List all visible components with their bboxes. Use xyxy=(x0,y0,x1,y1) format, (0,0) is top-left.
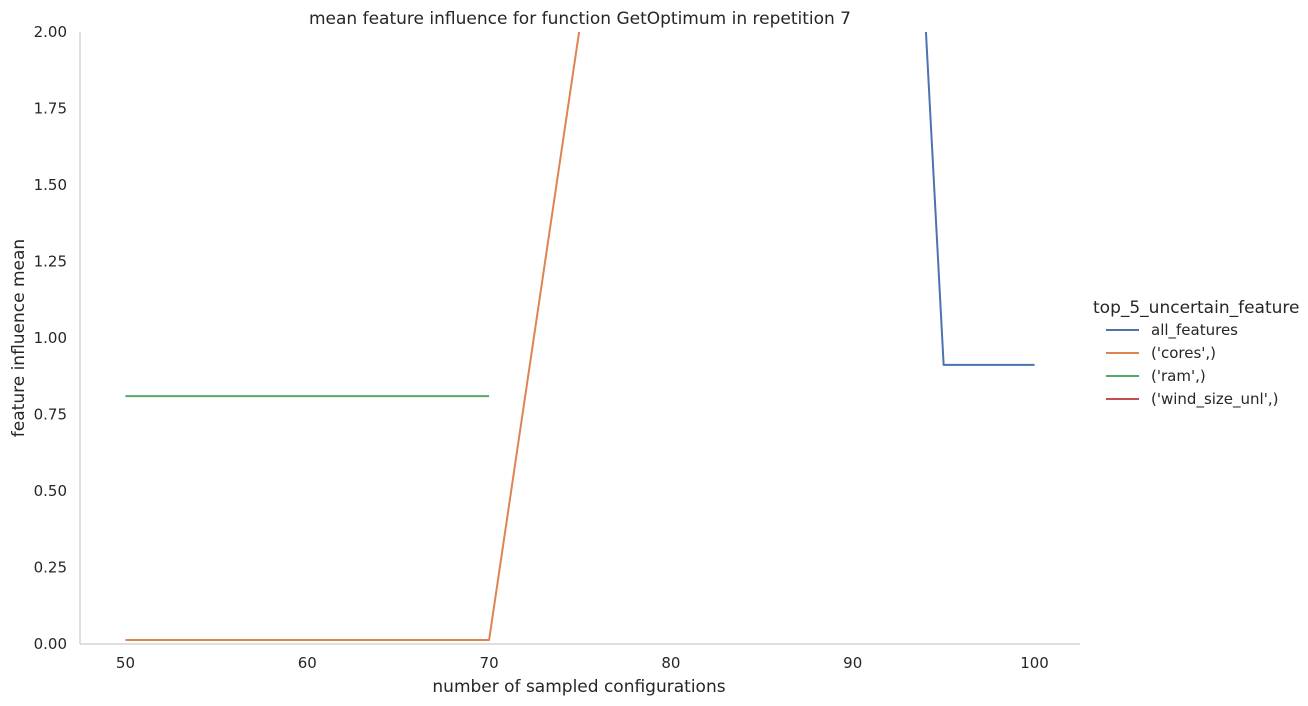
y-tick-label: 0.75 xyxy=(34,406,67,424)
y-tick-label: 0.50 xyxy=(34,482,67,500)
legend-label: ('ram',) xyxy=(1151,367,1206,385)
series-layer xyxy=(125,32,1035,642)
x-tick-label: 70 xyxy=(480,654,499,672)
legend: top_5_uncertain_feature all_features ('co… xyxy=(1093,298,1299,409)
x-tick-label: 90 xyxy=(843,654,862,672)
x-tick-label: 50 xyxy=(116,654,135,672)
x-tick-labels: 50 60 70 80 90 100 xyxy=(116,654,1049,672)
x-axis-label: number of sampled configurations xyxy=(432,677,725,697)
y-tick-label: 1.50 xyxy=(34,176,67,194)
legend-title: top_5_uncertain_feature xyxy=(1093,298,1299,318)
y-tick-label: 1.25 xyxy=(34,253,67,271)
series-line-1 xyxy=(125,32,581,642)
y-tick-label: 0.25 xyxy=(34,559,67,577)
y-tick-label: 1.00 xyxy=(34,329,67,347)
y-tick-label: 0.00 xyxy=(34,635,67,653)
x-tick-label: 60 xyxy=(298,654,317,672)
chart-title: mean feature influence for function GetO… xyxy=(309,9,851,29)
y-axis-label: feature influence mean xyxy=(9,239,29,437)
y-tick-label: 1.75 xyxy=(34,100,67,118)
y-tick-label: 2.00 xyxy=(34,23,67,41)
x-tick-label: 100 xyxy=(1020,654,1049,672)
x-tick-label: 80 xyxy=(661,654,680,672)
y-tick-labels: 0.00 0.25 0.50 0.75 1.00 1.25 1.50 1.75 2.00 xyxy=(34,23,67,653)
legend-label: all_features xyxy=(1151,321,1238,340)
legend-label: ('wind_size_unl',) xyxy=(1151,390,1278,409)
series-line-0 xyxy=(924,32,1035,366)
legend-label: ('cores',) xyxy=(1151,344,1216,362)
